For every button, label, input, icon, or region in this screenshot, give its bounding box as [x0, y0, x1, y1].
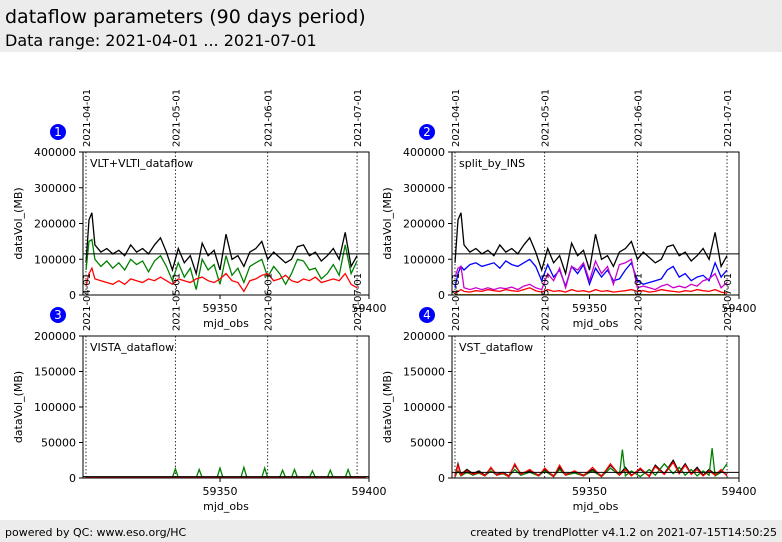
y-axis-label: dataVol_(MB): [12, 371, 25, 443]
data-series-line: [454, 461, 728, 478]
plot-frame: [451, 335, 740, 479]
x-axis-label: mjd_obs: [203, 500, 249, 513]
x-tick-label: 59400: [722, 485, 757, 498]
data-series-line: [454, 258, 728, 291]
y-tick-label: 200000: [34, 218, 76, 231]
date-marker-label: 2021-05-01: [541, 273, 552, 331]
date-range-subtitle: Data range: 2021-04-01 ... 2021-07-01: [5, 31, 317, 50]
date-marker-label: 2021-04-01: [451, 273, 462, 331]
y-tick-label: 0: [438, 472, 445, 485]
y-tick-label: 50000: [41, 437, 76, 450]
y-tick-label: 50000: [410, 437, 445, 450]
data-series-line: [454, 287, 728, 294]
panel-label: VISTA_dataflow: [90, 341, 174, 354]
x-axis-label: mjd_obs: [203, 317, 249, 330]
x-axis-label: mjd_obs: [573, 317, 619, 330]
date-marker-label: 2021-05-01: [171, 89, 182, 147]
x-tick-label: 59400: [352, 302, 387, 315]
data-series-line: [454, 258, 728, 289]
y-tick-label: 0: [69, 472, 76, 485]
date-marker-label: 2021-05-01: [171, 273, 182, 331]
date-marker-label: 2021-06-01: [633, 273, 644, 331]
date-marker-label: 2021-07-01: [353, 89, 364, 147]
plot-frame: [82, 335, 370, 479]
panel-number-badge: [419, 307, 435, 323]
footer-credit: powered by QC: www.eso.org/HC: [5, 526, 187, 539]
date-marker-label: 2021-07-01: [723, 89, 734, 147]
date-marker-label: 2021-07-01: [353, 273, 364, 331]
y-axis-label: dataVol_(MB): [12, 187, 25, 259]
x-tick-label: 59350: [572, 302, 607, 315]
date-marker-label: 2021-06-01: [633, 89, 644, 147]
chart-panel-2: 2 2021-04-01 2021-05-01 2021-06-01 2021-07-0…: [381, 89, 757, 330]
y-tick-label: 300000: [403, 182, 445, 195]
data-series-line: [86, 465, 366, 479]
y-tick-label: 400000: [34, 146, 76, 159]
panel-number-label: 3: [54, 308, 62, 322]
data-series-line: [454, 212, 728, 277]
date-marker-label: 2021-05-01: [541, 89, 552, 147]
panel-number-label: 1: [54, 125, 62, 139]
x-tick-label: 59350: [203, 302, 238, 315]
y-tick-label: 100000: [403, 253, 445, 266]
date-marker-label: 2021-06-01: [264, 273, 275, 331]
x-tick-label: 59400: [722, 302, 757, 315]
date-marker-label: 2021-04-01: [82, 273, 93, 331]
data-series-line: [85, 266, 358, 293]
plots-area: 1 2021-04-01 2021-05-01 2021-06-01 2021-07-0…: [12, 89, 757, 513]
panel-label: VLT+VLTI_dataflow: [90, 157, 193, 170]
x-axis-label: mjd_obs: [573, 500, 619, 513]
y-tick-label: 200000: [34, 330, 76, 343]
data-series-line: [85, 238, 358, 290]
footer-created-by: created by trendPlotter v4.1.2 on 2021-0…: [470, 526, 777, 539]
report-footer: powered by QC: www.eso.org/HC created by…: [0, 520, 782, 542]
y-tick-label: 400000: [403, 146, 445, 159]
x-tick-label: 59350: [203, 485, 238, 498]
date-marker-label: 2021-07-01: [723, 273, 734, 331]
chart-panel-3: 3 2021-04-01 2021-05-01 2021-06-01 2021-07-0…: [12, 273, 387, 513]
y-tick-label: 100000: [34, 401, 76, 414]
y-tick-label: 150000: [403, 366, 445, 379]
date-marker-label: 2021-04-01: [451, 89, 462, 147]
panel-label: split_by_INS: [459, 157, 525, 170]
data-series-line: [85, 212, 358, 277]
panel-number-badge: [50, 307, 66, 323]
date-marker-label: 2021-04-01: [82, 89, 93, 147]
y-tick-label: 100000: [34, 253, 76, 266]
report-header: dataflow parameters (90 days period) Dat…: [0, 0, 782, 52]
chart-panel-4: 4 2021-04-01 2021-05-01 2021-06-01 2021-07-0…: [381, 273, 757, 513]
y-tick-label: 200000: [403, 218, 445, 231]
y-tick-label: 300000: [34, 182, 76, 195]
y-axis-label: dataVol_(MB): [381, 187, 394, 259]
y-tick-label: 150000: [34, 366, 76, 379]
plot-frame: [451, 151, 740, 296]
y-tick-label: 100000: [403, 401, 445, 414]
date-marker-label: 2021-06-01: [264, 89, 275, 147]
y-tick-label: 0: [69, 289, 76, 302]
x-tick-label: 59350: [572, 485, 607, 498]
y-tick-label: 200000: [403, 330, 445, 343]
data-series-line: [454, 448, 728, 478]
y-tick-label: 0: [438, 289, 445, 302]
x-tick-label: 59400: [352, 485, 387, 498]
panel-number-badge: [419, 124, 435, 140]
panel-number-label: 2: [423, 125, 431, 139]
panel-number-badge: [50, 124, 66, 140]
panel-number-label: 4: [423, 308, 431, 322]
chart-panel-1: 1 2021-04-01 2021-05-01 2021-06-01 2021-07-0…: [12, 89, 387, 330]
y-axis-label: dataVol_(MB): [381, 371, 394, 443]
page-title: dataflow parameters (90 days period): [5, 6, 366, 28]
panel-label: VST_dataflow: [459, 341, 533, 354]
